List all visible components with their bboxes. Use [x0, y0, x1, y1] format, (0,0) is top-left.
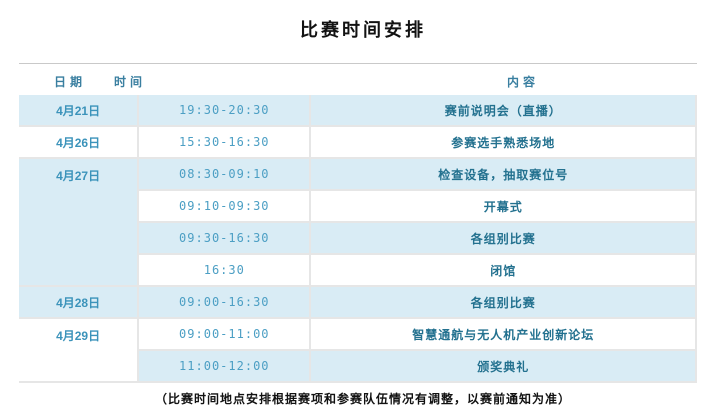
page-title: 比赛时间安排: [300, 20, 426, 40]
time-cell: 09:00-11:00: [137, 317, 312, 351]
table-row: 4月28日 09:00-16:30 各组别比赛: [17, 285, 697, 319]
table-row: 09:10-09:30 开幕式: [19, 189, 697, 223]
time-cell: 11:00-12:00: [137, 349, 312, 383]
content-cell: 赛前说明会（直播）: [309, 94, 697, 127]
time-cell: 09:00-16:30: [137, 285, 312, 319]
time-cell: 09:10-09:30: [137, 189, 312, 223]
time-cell: 08:30-09:10: [137, 157, 312, 191]
table-row: 4月27日 08:30-09:10 检查设备，抽取赛位号: [17, 157, 697, 287]
table-row: 4月29日 09:00-11:00 智慧通航与无人机产业创新论坛: [17, 317, 697, 383]
table-row: 11:00-12:00 颁奖典礼: [19, 349, 697, 383]
date-cell: 4月29日: [17, 317, 140, 383]
schedule-table-body: 4月21日 19:30-20:30 赛前说明会（直播） 4月26日 15:30-…: [17, 94, 697, 383]
table-row: 09:30-16:30 各组别比赛: [19, 221, 697, 255]
time-cell: 09:30-16:30: [137, 221, 312, 255]
footer-note: （比赛时间地点安排根据赛项和参赛队伍情况有调整，以赛前通知为准）: [154, 392, 571, 406]
time-cell: 15:30-16:30: [137, 125, 312, 159]
content-cell: 各组别比赛: [309, 221, 697, 255]
column-header-time: 时间: [114, 75, 147, 89]
table-row: 16:30 闭馆: [19, 253, 697, 287]
content-cell: 智慧通航与无人机产业创新论坛: [309, 317, 697, 351]
content-cell: 颁奖典礼: [309, 349, 697, 383]
content-cell: 开幕式: [309, 189, 697, 223]
table-header-row: 日期 时间 内容: [19, 63, 697, 95]
time-cell: 19:30-20:30: [137, 94, 312, 127]
column-header-content: 内容: [507, 75, 540, 89]
content-cell: 闭馆: [309, 253, 697, 287]
content-cell: 检查设备，抽取赛位号: [309, 157, 697, 191]
date-cell: 4月26日: [17, 125, 140, 159]
date-cell: 4月21日: [17, 94, 140, 127]
content-cell: 参赛选手熟悉场地: [309, 125, 697, 159]
content-cell: 各组别比赛: [309, 285, 697, 319]
table-row: 4月21日 19:30-20:30 赛前说明会（直播）: [17, 94, 697, 127]
schedule-table: 日期 时间 内容 4月21日 19:30-20:30 赛前说明会（直播） 4月2…: [17, 63, 697, 383]
column-header-date: 日期: [54, 75, 87, 89]
time-cell: 16:30: [137, 253, 312, 287]
date-cell: 4月27日: [17, 157, 140, 287]
date-cell: 4月28日: [17, 285, 140, 319]
table-row: 4月26日 15:30-16:30 参赛选手熟悉场地: [17, 125, 697, 159]
